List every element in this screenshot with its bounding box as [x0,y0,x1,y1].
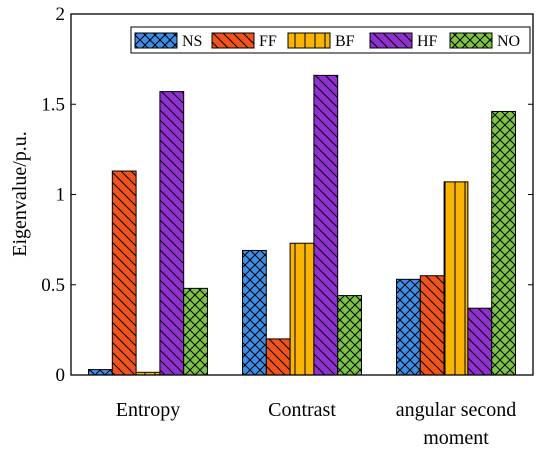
legend-label-hf: HF [417,33,438,50]
legend-swatch-ff [211,32,255,49]
x-category-label: moment [423,427,489,449]
bar-bf-2 [289,242,315,376]
bar-ns-3 [396,278,421,376]
legend-swatch-no [449,32,493,49]
bar-hf-3 [467,307,493,376]
legend-swatch-hf [369,32,413,49]
bar-ns-1 [88,369,113,376]
legend-label-no: NO [497,33,520,50]
y-tick-label: 0 [56,365,66,386]
bar-no-2 [337,295,363,376]
x-category-label: Entropy [116,399,180,421]
y-tick-label: 1 [56,185,66,206]
bar-hf-1 [159,91,185,376]
legend: NS FF BF HF NO [130,26,531,54]
x-category-label: Contrast [268,399,336,421]
bar-no-3 [491,110,517,376]
y-tick-label: 0.5 [41,275,65,296]
legend-swatch-bf [287,32,331,49]
legend-label-bf: BF [335,33,355,50]
y-axis-label: Eigenvalue/p.u. [9,131,31,257]
bar-ns-2 [242,249,267,376]
y-tick-label: 1.5 [41,94,65,115]
legend-label-ff: FF [259,33,277,50]
bar-ff-1 [111,170,137,376]
bar-ff-2 [265,338,291,376]
bars-layer [88,74,517,376]
bar-bf-3 [443,181,469,376]
legend-swatch-ns [134,32,178,49]
bar-ff-3 [419,275,445,376]
y-ticks: 0 0.5 1 1.5 2 [41,4,533,386]
x-category-labels: Entropy Contrast angular second moment [116,399,516,449]
legend-label-ns: NS [182,33,202,50]
x-category-label: angular second [396,399,517,421]
bar-no-1 [183,287,208,376]
bar-hf-2 [313,74,339,376]
y-tick-label: 2 [56,4,66,25]
